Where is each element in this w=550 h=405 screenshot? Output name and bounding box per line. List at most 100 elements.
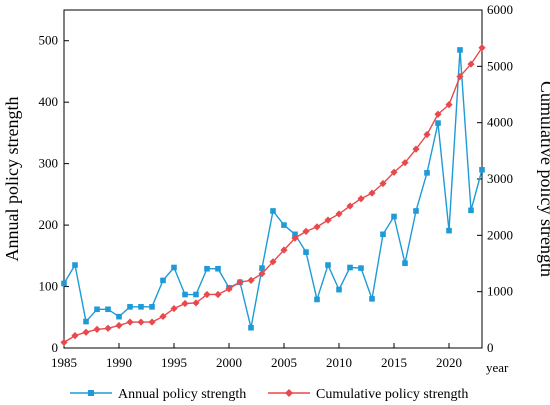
x-tick-label: 2020 (436, 355, 462, 370)
data-point-cumulative (401, 159, 409, 167)
left-y-axis-ticks: 0 100 200 300 400 500 (39, 33, 69, 355)
data-point-annual (424, 170, 430, 176)
data-point-cumulative (82, 328, 90, 336)
plot-frame (63, 9, 483, 349)
right-y-tick-label: 5000 (487, 58, 513, 73)
data-point-annual (127, 304, 133, 310)
data-point-annual (138, 304, 144, 310)
data-point-cumulative (456, 72, 464, 81)
data-point-annual (105, 306, 111, 313)
data-point-annual (83, 318, 89, 325)
data-point-annual (369, 296, 375, 302)
left-y-tick-label: 400 (39, 94, 59, 109)
data-point-cumulative (115, 321, 123, 330)
data-point-cumulative (291, 234, 299, 242)
data-point-annual (193, 291, 199, 298)
data-point-annual (116, 313, 122, 320)
data-point-annual (314, 296, 320, 303)
data-point-cumulative (214, 290, 222, 299)
data-point-annual (325, 262, 331, 268)
left-y-tick-label: 200 (39, 217, 59, 232)
x-tick-label: 2010 (326, 355, 352, 370)
data-point-cumulative (258, 270, 266, 278)
legend: Annual policy strength Cumulative policy… (70, 387, 468, 402)
data-point-cumulative (60, 338, 68, 346)
left-y-tick-label: 0 (52, 340, 59, 355)
right-y-axis-ticks: 0 1000 2000 3000 4000 5000 6000 (477, 2, 513, 355)
data-point-cumulative (434, 110, 442, 118)
data-point-cumulative (126, 318, 134, 326)
series-line-annual (63, 49, 483, 329)
data-point-cumulative (236, 278, 244, 286)
data-point-annual (182, 291, 188, 298)
right-y-tick-label: 0 (487, 340, 494, 355)
data-point-annual (391, 213, 397, 220)
data-point-cumulative (478, 44, 486, 52)
data-point-annual (413, 208, 419, 214)
data-point-annual (171, 264, 177, 271)
left-y-tick-label: 300 (39, 156, 59, 171)
x-tick-label: 1985 (51, 355, 77, 370)
x-tick-label: 2005 (271, 355, 297, 370)
data-point-annual (446, 227, 452, 234)
left-y-tick-label: 500 (39, 33, 59, 48)
data-point-cumulative (346, 202, 354, 210)
data-point-annual (402, 260, 408, 266)
data-point-cumulative (324, 216, 332, 224)
right-y-tick-label: 2000 (487, 227, 513, 242)
data-point-annual (61, 280, 67, 287)
data-point-annual (281, 222, 287, 228)
data-point-annual (336, 286, 342, 293)
data-point-annual (248, 324, 254, 331)
series-layer (60, 44, 486, 346)
data-point-annual (303, 249, 309, 255)
data-point-annual (204, 265, 210, 272)
data-point-cumulative (467, 60, 475, 68)
data-point-cumulative (357, 195, 365, 203)
data-point-annual (72, 262, 78, 268)
data-point-annual (292, 231, 298, 238)
data-point-annual (457, 47, 463, 53)
data-point-annual (347, 264, 353, 271)
data-point-annual (435, 120, 441, 126)
data-point-cumulative (104, 324, 112, 332)
x-axis-ticks: 1985 1990 1995 2000 2005 2010 2015 2020 (51, 343, 462, 370)
legend-label-annual: Annual policy strength (118, 387, 246, 402)
x-axis-title: year (486, 360, 509, 375)
right-y-tick-label: 1000 (487, 284, 513, 299)
right-y-axis-title: Cumulative policy strength (537, 81, 550, 277)
data-point-cumulative (335, 210, 343, 218)
data-point-annual (358, 265, 364, 271)
data-point-cumulative (247, 276, 255, 284)
data-point-annual (380, 231, 386, 238)
data-point-cumulative (159, 312, 167, 321)
data-point-cumulative (93, 325, 101, 334)
data-point-annual (259, 265, 265, 271)
data-point-annual (160, 277, 166, 284)
data-point-cumulative (313, 223, 321, 231)
data-point-cumulative (423, 130, 431, 139)
data-point-annual (479, 166, 485, 173)
left-y-tick-label: 100 (39, 279, 59, 294)
legend-label-cumulative: Cumulative policy strength (316, 387, 468, 402)
data-point-cumulative (379, 179, 387, 188)
right-y-tick-label: 3000 (487, 171, 513, 186)
data-point-cumulative (368, 189, 376, 197)
data-point-cumulative (390, 168, 398, 176)
data-point-annual (94, 306, 100, 313)
right-y-tick-label: 4000 (487, 115, 513, 130)
data-point-cumulative (148, 318, 156, 326)
data-point-annual (468, 207, 474, 214)
data-point-cumulative (181, 299, 189, 308)
right-y-tick-label: 6000 (487, 2, 513, 17)
data-point-cumulative (269, 258, 277, 266)
data-point-cumulative (445, 101, 453, 109)
data-point-cumulative (203, 290, 211, 299)
x-tick-label: 2000 (216, 355, 242, 370)
x-tick-label: 2015 (381, 355, 407, 370)
data-point-cumulative (192, 299, 200, 307)
data-point-annual (149, 304, 155, 310)
data-point-cumulative (170, 304, 178, 313)
series-line-cumulative (63, 47, 483, 343)
